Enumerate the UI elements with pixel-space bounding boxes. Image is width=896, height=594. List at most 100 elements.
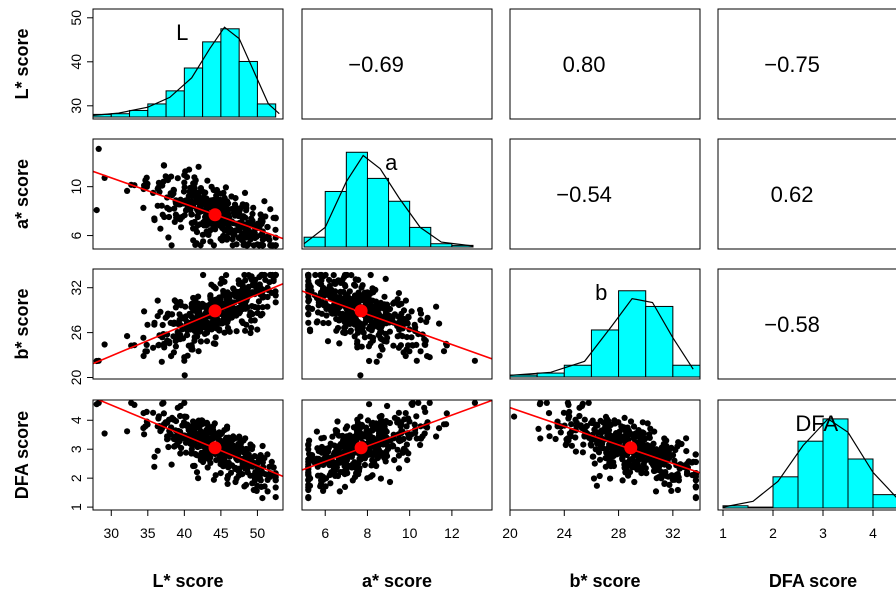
scatter-point: [160, 400, 167, 406]
scatter-point: [329, 433, 336, 440]
scatter-point: [402, 297, 409, 304]
scatter-point: [397, 423, 404, 430]
scatter-point: [367, 271, 374, 279]
scatter-point: [235, 234, 242, 242]
scatter-point: [436, 425, 443, 432]
scatter-point: [342, 425, 349, 432]
scatter-point: [181, 354, 188, 361]
scatter-point: [231, 201, 239, 208]
scatter-point: [255, 298, 262, 305]
panel-frame: [301, 8, 493, 120]
scatter-point: [572, 416, 579, 423]
scatter-point: [223, 434, 230, 441]
scatter-point: [200, 453, 207, 461]
scatter-point: [242, 435, 249, 442]
scatter-point: [605, 461, 612, 468]
scatter-point: [262, 213, 269, 220]
scatter-point: [354, 419, 362, 426]
scatter-point: [159, 211, 166, 218]
scatter-point: [639, 419, 646, 426]
scatter-point: [158, 202, 165, 209]
scatter-point: [369, 297, 376, 304]
scatter-point: [229, 242, 236, 249]
scatter-point: [403, 423, 410, 430]
scatter-point: [327, 440, 334, 447]
scatter-point: [159, 321, 166, 329]
scatter-point: [212, 334, 219, 341]
scatter-point: [314, 318, 321, 325]
scatter-point: [151, 217, 158, 224]
scatter-point: [264, 303, 271, 310]
y-tick-label: 2: [68, 474, 84, 482]
scatter-point: [176, 311, 183, 318]
scatter-point: [652, 488, 660, 495]
scatter-point: [354, 340, 361, 347]
scatter-point: [224, 480, 231, 487]
scatter-point: [426, 354, 433, 361]
scatter-point: [621, 461, 628, 468]
hist-bar: [110, 113, 131, 118]
scatter-point: [669, 476, 676, 483]
scatter-point: [635, 453, 642, 461]
scatter-point: [408, 308, 415, 315]
scatter-point: [605, 444, 612, 451]
scatter-point: [143, 174, 150, 181]
scatter-point: [255, 456, 262, 463]
scatter-point: [622, 427, 629, 434]
panel-r0-c3: −0.75: [717, 8, 896, 120]
scatter-point: [141, 308, 148, 315]
scatter-point: [216, 436, 223, 443]
scatter-point: [203, 419, 211, 426]
labels-layer: L* score a* score b* score DFA score L* scor…: [12, 28, 857, 591]
scatter-point: [552, 435, 559, 443]
scatter-point: [181, 184, 188, 191]
panel-frame: [92, 268, 284, 380]
scatter-point: [385, 445, 392, 453]
scatter-point: [305, 286, 312, 293]
scatter-point: [261, 271, 268, 279]
scatter-point: [605, 418, 612, 425]
scatter-point: [621, 432, 628, 440]
x-tick-label: 45: [213, 525, 229, 541]
scatter-point: [195, 300, 202, 307]
panel-frame: [301, 138, 493, 250]
hist-bar: [129, 109, 149, 118]
scatter-point: [546, 433, 553, 440]
scatter-point: [305, 472, 312, 479]
scatter-point: [185, 342, 192, 349]
scatter-point: [261, 198, 268, 205]
scatter-point: [272, 494, 279, 501]
scatter-point: [182, 303, 189, 310]
scatter-point: [172, 320, 180, 327]
hist-bar: [645, 305, 674, 378]
scatter-point: [200, 271, 207, 279]
scatter-point: [443, 410, 450, 417]
scatter-point: [403, 334, 410, 341]
scatter-point: [179, 326, 186, 333]
scatter-point: [177, 412, 184, 420]
scatter-point: [346, 288, 353, 295]
scatter-point: [181, 400, 188, 406]
scatter-point: [220, 189, 227, 196]
scatter-point: [218, 320, 226, 327]
scatter-point: [685, 458, 692, 465]
scatter-point: [375, 446, 382, 453]
scatter-point: [692, 477, 700, 484]
x-tick-label: 6: [321, 525, 329, 541]
scatter-point: [346, 432, 353, 439]
scatter-point: [318, 477, 325, 484]
scatter-point: [323, 305, 330, 312]
scatter-point: [171, 205, 178, 212]
scatter-point: [658, 475, 665, 482]
scatter-point: [332, 472, 339, 479]
scatter-point: [384, 402, 391, 410]
scatter-point: [332, 310, 339, 317]
x-tick-label: 2: [769, 525, 777, 541]
scatter-point: [400, 435, 407, 443]
scatter-point: [692, 483, 700, 490]
scatter-point: [340, 288, 347, 296]
scatter-point: [190, 462, 197, 470]
scatter-point: [318, 277, 325, 284]
x-tick-label: 50: [250, 525, 266, 541]
scatter-point: [305, 456, 312, 463]
